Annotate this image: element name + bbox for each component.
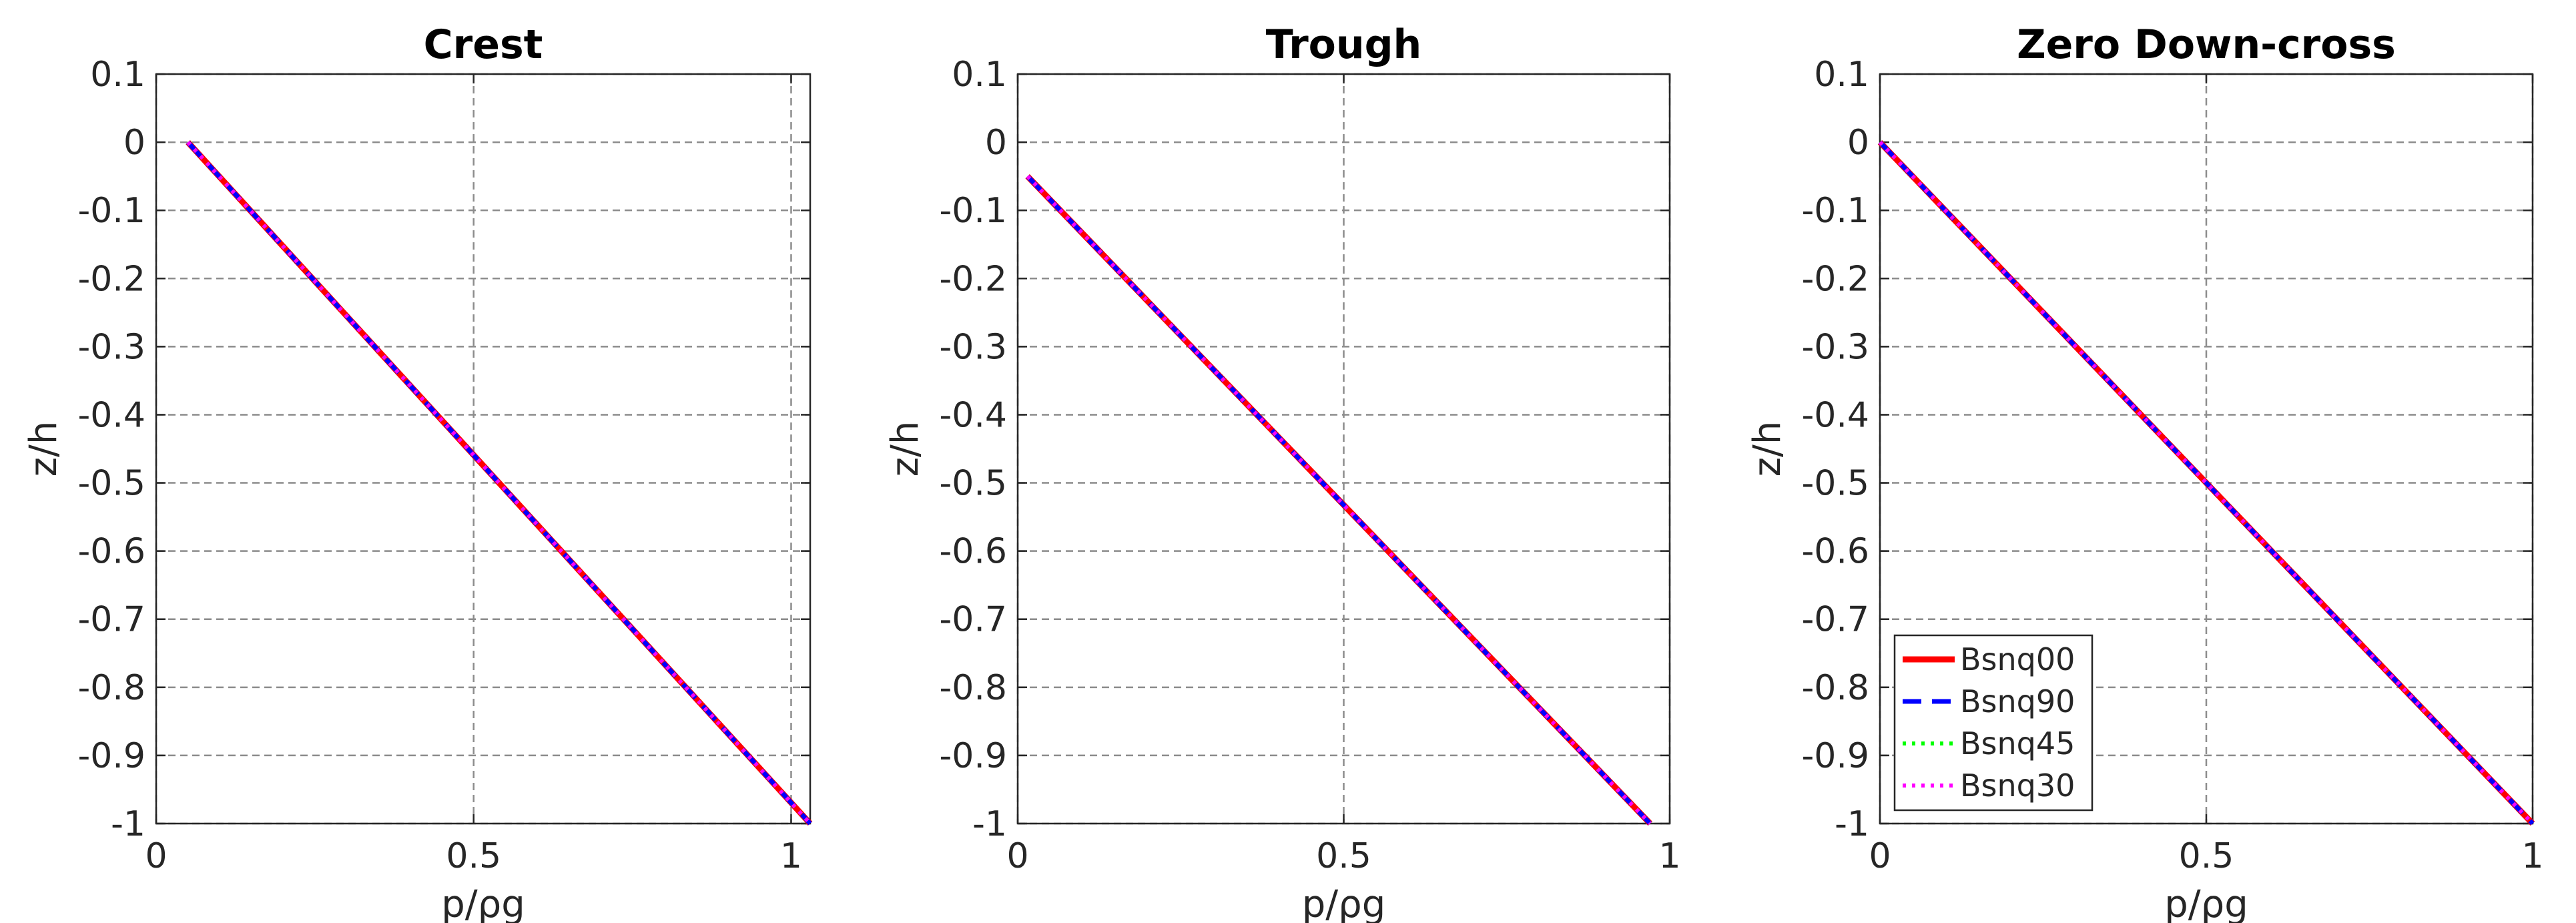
chart-title: Zero Down-cross	[2017, 21, 2396, 68]
y-tick-label: -0.5	[1802, 464, 1869, 504]
series-line-bsnq30	[186, 141, 812, 826]
x-tick-label: 0.5	[446, 836, 501, 876]
y-tick-label: -0.4	[1802, 395, 1869, 435]
y-tick-label: -0.4	[78, 395, 145, 435]
plot-area	[156, 74, 810, 824]
y-tick-label: -0.8	[940, 668, 1007, 708]
y-tick-label: -0.2	[940, 259, 1007, 299]
y-axis-label: z/h	[884, 421, 927, 477]
legend-label: Bsnq45	[1960, 725, 2075, 761]
x-axis-label: p/ρg	[441, 883, 525, 923]
chart-panel-1: 0.1 0 -0.1 -0.2 -0.3 -0.4 -0.5 -0.6 -0.7 -0.8 -0.9…	[22, 21, 813, 923]
chart-title: Crest	[424, 21, 543, 68]
x-tick-label: 0	[1869, 836, 1891, 876]
x-tick-label: 1	[2521, 836, 2543, 876]
axes-box	[155, 73, 812, 825]
y-tick-label: -0.9	[78, 736, 145, 776]
y-tick-label: 0.1	[90, 55, 145, 95]
y-tick-label: -0.3	[78, 327, 145, 367]
y-tick-label: -0.2	[1802, 259, 1869, 299]
chart-title: Trough	[1266, 21, 1422, 68]
y-tick-label: -0.6	[1802, 532, 1869, 572]
legend: Bsnq00 Bsnq90 Bsnq45 Bsnq30	[1893, 634, 2094, 812]
x-tick-label: 0.5	[2179, 836, 2234, 876]
series-line-bsnq30	[1878, 141, 2535, 826]
y-tick-label: -0.5	[940, 464, 1007, 504]
y-tick-label: -0.6	[78, 532, 145, 572]
x-tick-label: 0	[145, 836, 167, 876]
x-tick-label: 0	[1006, 836, 1028, 876]
y-tick-label: 0	[123, 123, 145, 163]
y-tick-label: 0.1	[1814, 55, 1869, 95]
y-tick-label: -0.2	[78, 259, 145, 299]
series-line-bsnq30	[1026, 175, 1652, 826]
y-tick-label: -0.8	[78, 668, 145, 708]
y-tick-label: -0.1	[940, 191, 1007, 231]
x-tick-label: 1	[1658, 836, 1680, 876]
y-tick-label: -1	[111, 804, 145, 844]
y-tick-label: -0.5	[78, 464, 145, 504]
y-tick-label: 0.1	[952, 55, 1007, 95]
y-tick-label: -1	[972, 804, 1007, 844]
y-tick-label: 0	[1847, 123, 1869, 163]
x-axis-label: p/ρg	[1302, 883, 1386, 923]
y-tick-label: -0.3	[1802, 327, 1869, 367]
y-tick-label: -0.1	[78, 191, 145, 231]
chart-panel-2: 0.1 0 -0.1 -0.2 -0.3 -0.4 -0.5 -0.6 -0.7 -0.8 -0.9…	[884, 21, 1681, 923]
y-tick-label: -0.4	[940, 395, 1007, 435]
y-tick-label: -0.9	[1802, 736, 1869, 776]
y-tick-label: -0.7	[78, 600, 145, 640]
y-axis-label: z/h	[22, 421, 65, 477]
y-tick-label: -0.8	[1802, 668, 1869, 708]
y-tick-label: -0.1	[1802, 191, 1869, 231]
legend-label: Bsnq90	[1960, 683, 2075, 719]
y-tick-label: -0.7	[1802, 600, 1869, 640]
series-line-bsnq90	[1878, 140, 2535, 826]
y-axis-label: z/h	[1746, 421, 1789, 477]
y-tick-label: -0.9	[940, 736, 1007, 776]
y-tick-label: -0.7	[940, 600, 1007, 640]
y-tick-label: -0.6	[940, 532, 1007, 572]
chart-panel-3: 0.1 0 -0.1 -0.2 -0.3 -0.4 -0.5 -0.6 -0.7 -0.8 -0.9…	[1746, 21, 2544, 923]
legend-label: Bsnq00	[1960, 641, 2075, 677]
x-tick-label: 0.5	[1316, 836, 1371, 876]
y-tick-label: -0.3	[940, 327, 1007, 367]
y-tick-label: 0	[985, 123, 1007, 163]
y-tick-label: -1	[1835, 804, 1869, 844]
x-tick-label: 1	[780, 836, 802, 876]
x-axis-label: p/ρg	[2164, 883, 2248, 923]
legend-label: Bsnq30	[1960, 767, 2075, 804]
legend-box	[1893, 634, 2094, 812]
